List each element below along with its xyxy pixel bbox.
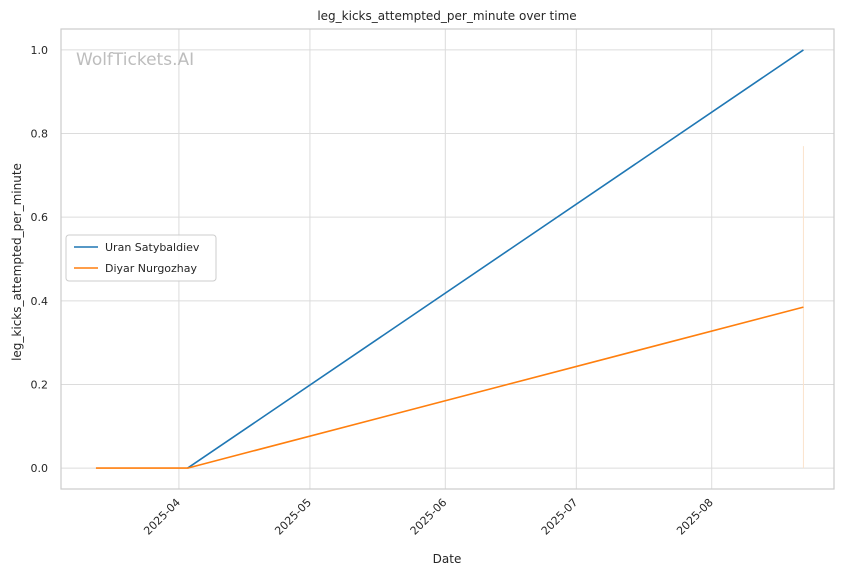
y-axis-title: leg_kicks_attempted_per_minute [10, 163, 24, 361]
legend-label-uran-satybaldiev: Uran Satybaldiev [105, 241, 200, 254]
y-tick-label: 0.2 [31, 378, 49, 391]
series-line-diyar-nurgozhay [95, 306, 804, 469]
x-axis-title: Date [433, 552, 462, 566]
legend-box [65, 234, 217, 282]
series-line-uran-satybaldiev [187, 49, 804, 469]
series-lines [95, 49, 804, 469]
y-tick-label: 1.0 [31, 44, 49, 57]
y-tick-label: 0.6 [31, 211, 49, 224]
plot-area-frame [60, 28, 835, 490]
chart-title: leg_kicks_attempted_per_minute over time [317, 9, 576, 23]
watermark-text: WolfTickets.AI [76, 50, 194, 70]
y-tick-label: 0.4 [31, 295, 49, 308]
y-tick-label: 0.8 [31, 128, 49, 141]
legend: Uran Satybaldiev Diyar Nurgozhay [65, 234, 217, 282]
gridlines [61, 29, 834, 489]
y-tick-label: 0.0 [31, 462, 49, 475]
y-axis-ticks: 0.0 0.2 0.4 0.6 0.8 1.0 [31, 44, 49, 475]
legend-label-diyar-nurgozhay: Diyar Nurgozhay [105, 262, 198, 275]
